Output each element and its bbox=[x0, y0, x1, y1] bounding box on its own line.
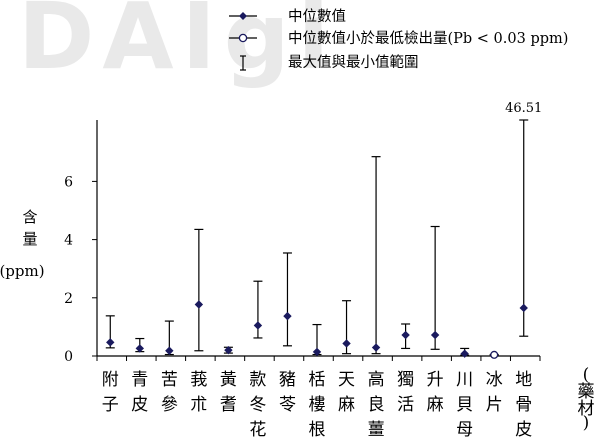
x-axis-label-part: ( bbox=[583, 365, 590, 385]
legend-item-median: 中位數值 bbox=[229, 8, 346, 25]
category-label-char: 獨 bbox=[397, 370, 414, 390]
category-label-char: 青 bbox=[131, 370, 148, 390]
category-label-char: 豬 bbox=[279, 370, 296, 390]
median-marker-open bbox=[490, 350, 499, 359]
category-label-char: 款 bbox=[249, 370, 266, 390]
category-label-char: 皮 bbox=[131, 395, 148, 415]
median-marker bbox=[371, 343, 381, 352]
y-axis-label: 含量 (ppm) bbox=[0, 208, 45, 280]
category-label-char: 樓 bbox=[309, 395, 326, 415]
category-label-char: 苓 bbox=[279, 395, 296, 415]
legend-below-detection-label: 中位數值小於最低檢出量(Pb < 0.03 ppm) bbox=[288, 30, 568, 47]
category-label-char: 莪 bbox=[190, 370, 207, 390]
median-marker bbox=[312, 347, 322, 357]
y-tick-label: 2 bbox=[64, 291, 73, 307]
category-label-char: 片 bbox=[486, 395, 503, 415]
x-axis-label-part: 材 bbox=[578, 399, 595, 419]
category-label-char: 耆 bbox=[220, 395, 237, 415]
median-marker bbox=[106, 338, 115, 347]
legend-item-below-detection: 中位數值小於最低檢出量(Pb < 0.03 ppm) bbox=[229, 30, 568, 47]
y-axis-label-part: (ppm) bbox=[0, 262, 45, 280]
category-label-char: 母 bbox=[456, 420, 473, 440]
x-axis-label-part: ) bbox=[583, 413, 590, 433]
category-label-char: 貝 bbox=[456, 395, 473, 415]
annotations: 46.51 bbox=[505, 101, 542, 116]
median-marker bbox=[342, 339, 351, 348]
category-label-char: 地 bbox=[515, 370, 532, 390]
category-label-char: 活 bbox=[397, 395, 414, 415]
category-label-char: 高 bbox=[368, 370, 385, 390]
category-label-char: 麻 bbox=[338, 395, 355, 415]
category-label-char: 根 bbox=[309, 420, 326, 440]
y-axis-label-part: 量 bbox=[22, 230, 37, 248]
y-tick-label: 0 bbox=[64, 349, 73, 365]
category-label-char: 栝 bbox=[309, 370, 326, 390]
legend: 中位數值 中位數值小於最低檢出量(Pb < 0.03 ppm) 最大值與最小值範… bbox=[229, 8, 568, 71]
category-label-char: 川 bbox=[456, 370, 473, 390]
category-label-char: 良 bbox=[368, 395, 385, 415]
legend-median-label: 中位數值 bbox=[288, 8, 346, 25]
category-label-char: 骨 bbox=[515, 395, 532, 415]
median-marker bbox=[519, 303, 528, 313]
median-marker bbox=[401, 330, 410, 340]
watermark-text: DAIgi bbox=[18, 0, 337, 90]
median-marker bbox=[165, 346, 174, 355]
y-tick-label: 4 bbox=[64, 233, 73, 249]
category-label-char: 苦 bbox=[161, 370, 178, 390]
category-label-char: 花 bbox=[249, 420, 266, 440]
category-label-char: 天 bbox=[338, 370, 355, 390]
median-marker bbox=[283, 311, 292, 321]
y-tick-label: 6 bbox=[64, 174, 73, 190]
legend-median-marker bbox=[239, 12, 247, 20]
category-label-char: 朮 bbox=[190, 395, 207, 415]
median-marker bbox=[430, 330, 440, 340]
legend-item-range: 最大值與最小值範圍 bbox=[240, 53, 419, 71]
category-label-char: 皮 bbox=[515, 420, 532, 440]
category-label-char: 冰 bbox=[486, 370, 503, 390]
category-label-char: 冬 bbox=[249, 395, 266, 415]
median-marker bbox=[224, 345, 233, 355]
median-marker bbox=[194, 300, 204, 309]
category-label-char: 子 bbox=[102, 395, 119, 415]
legend-below-detection-marker bbox=[238, 33, 248, 43]
y-axis-label-part: 含 bbox=[22, 208, 37, 226]
category-label-char: 升 bbox=[427, 370, 444, 390]
median-marker bbox=[135, 344, 144, 353]
median-marker bbox=[460, 349, 469, 358]
category-label-char: 附 bbox=[102, 370, 119, 390]
category-label-char: 麻 bbox=[427, 395, 444, 415]
median-marker bbox=[253, 321, 263, 330]
y-ticks: 0 2 4 6 bbox=[64, 174, 97, 365]
category-label-char: 薑 bbox=[368, 420, 385, 440]
x-axis-label: (藥材) bbox=[578, 365, 595, 433]
category-label-char: 參 bbox=[161, 395, 178, 415]
legend-range-label: 最大值與最小值範圍 bbox=[288, 53, 419, 71]
data-marks bbox=[105, 119, 529, 359]
x-axis-label-part: 藥 bbox=[578, 382, 595, 402]
max-value-annotation: 46.51 bbox=[505, 101, 542, 116]
category-label-char: 黃 bbox=[220, 370, 237, 390]
